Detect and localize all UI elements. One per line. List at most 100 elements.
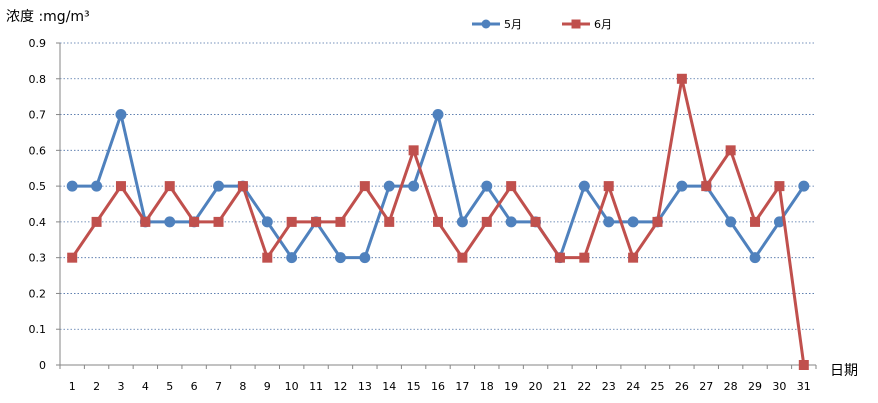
x-tick-label: 17 (455, 380, 469, 393)
x-tick-label: 14 (382, 380, 396, 393)
x-tick-label: 26 (675, 380, 689, 393)
y-axis-title: 浓度 :mg/m³ (6, 9, 90, 25)
x-tick-label: 22 (577, 380, 591, 393)
y-tick-label: 0 (39, 359, 46, 372)
data-point (456, 216, 468, 228)
x-tick-label: 2 (93, 380, 100, 393)
x-tick-label: 28 (724, 380, 738, 393)
legend: 5月 6月 (472, 18, 612, 31)
data-point (676, 180, 688, 192)
data-point (213, 216, 224, 227)
data-point (773, 216, 785, 228)
x-tick-label: 18 (480, 380, 494, 393)
series-layer (66, 73, 810, 370)
data-point (213, 180, 225, 192)
data-point (701, 181, 712, 192)
series-may (66, 109, 810, 264)
x-tick-label: 21 (553, 380, 567, 393)
data-point (408, 180, 420, 192)
data-point (725, 216, 737, 228)
data-point (261, 216, 273, 228)
x-tick-label: 1 (69, 380, 76, 393)
data-point (603, 181, 614, 192)
data-point (359, 181, 370, 192)
x-tick-label: 5 (166, 380, 173, 393)
data-point (433, 216, 443, 227)
data-point (530, 216, 541, 227)
y-tick-label: 0.7 (29, 109, 47, 122)
y-tick-label: 0.1 (29, 323, 47, 336)
data-point (286, 216, 297, 227)
data-point (676, 73, 687, 84)
y-tick-label: 0.5 (29, 180, 47, 193)
legend-may-label: 5月 (504, 18, 522, 31)
data-point (774, 181, 785, 192)
x-tick-label: 27 (699, 380, 713, 393)
y-tick-label: 0.8 (29, 73, 47, 86)
y-tick-label: 0.3 (29, 252, 47, 265)
data-point (334, 252, 346, 264)
x-tick-label: 30 (772, 380, 786, 393)
x-tick-label: 29 (748, 380, 762, 393)
x-tick-label: 3 (117, 380, 124, 393)
data-point (457, 252, 468, 263)
data-point (798, 180, 810, 192)
y-axis-ticks: 0 0.1 0.2 0.3 0.4 0.5 0.6 0.7 0.8 0.9 (29, 37, 60, 372)
data-point (384, 216, 395, 227)
data-point (505, 216, 517, 228)
data-point (603, 216, 615, 228)
x-tick-label: 11 (309, 380, 323, 393)
data-point (725, 145, 736, 156)
data-point (578, 180, 590, 192)
x-tick-label: 31 (797, 380, 811, 393)
x-tick-label: 13 (358, 380, 372, 393)
x-tick-label: 16 (431, 380, 445, 393)
data-point (652, 216, 663, 227)
data-point (383, 180, 395, 192)
data-point (67, 252, 78, 263)
x-tick-label: 20 (529, 380, 543, 393)
series-june (67, 73, 809, 370)
data-point (432, 109, 444, 121)
x-tick-label: 12 (333, 380, 347, 393)
data-point (506, 181, 517, 192)
data-point (286, 252, 298, 264)
x-tick-label: 10 (285, 380, 299, 393)
data-point (627, 216, 639, 228)
legend-item-may: 5月 (472, 18, 522, 31)
legend-may-marker (481, 19, 491, 29)
data-point (164, 181, 175, 192)
y-tick-label: 0.9 (29, 37, 47, 50)
x-tick-label: 9 (264, 380, 271, 393)
data-point (140, 216, 151, 227)
data-point (481, 180, 493, 192)
data-point (115, 181, 126, 192)
x-tick-label: 24 (626, 380, 640, 393)
data-point (579, 252, 590, 263)
x-tick-label: 8 (239, 380, 246, 393)
data-point (749, 252, 761, 264)
legend-june-marker (571, 19, 581, 29)
data-point (750, 216, 761, 227)
x-tick-label: 15 (407, 380, 421, 393)
data-point (91, 216, 102, 227)
legend-june-label: 6月 (594, 18, 612, 31)
x-axis-title: 日期 (830, 363, 858, 379)
data-point (66, 180, 78, 192)
data-point (189, 216, 200, 227)
x-tick-label: 7 (215, 380, 222, 393)
data-point (554, 252, 565, 263)
data-point (91, 180, 103, 192)
y-tick-label: 0.2 (29, 287, 47, 300)
data-point (359, 252, 371, 264)
x-axis-ticks: 1 2 3 4 5 6 7 8 9 10 11 12 13 14 15 16 17 18 19 20 21 22 23 24 2… (59, 365, 817, 393)
x-tick-label: 25 (650, 380, 664, 393)
data-point (798, 360, 809, 370)
data-point (115, 109, 127, 121)
data-point (262, 252, 273, 263)
data-point (408, 145, 419, 156)
x-tick-label: 23 (602, 380, 616, 393)
data-point (237, 181, 248, 192)
x-tick-label: 6 (191, 380, 198, 393)
